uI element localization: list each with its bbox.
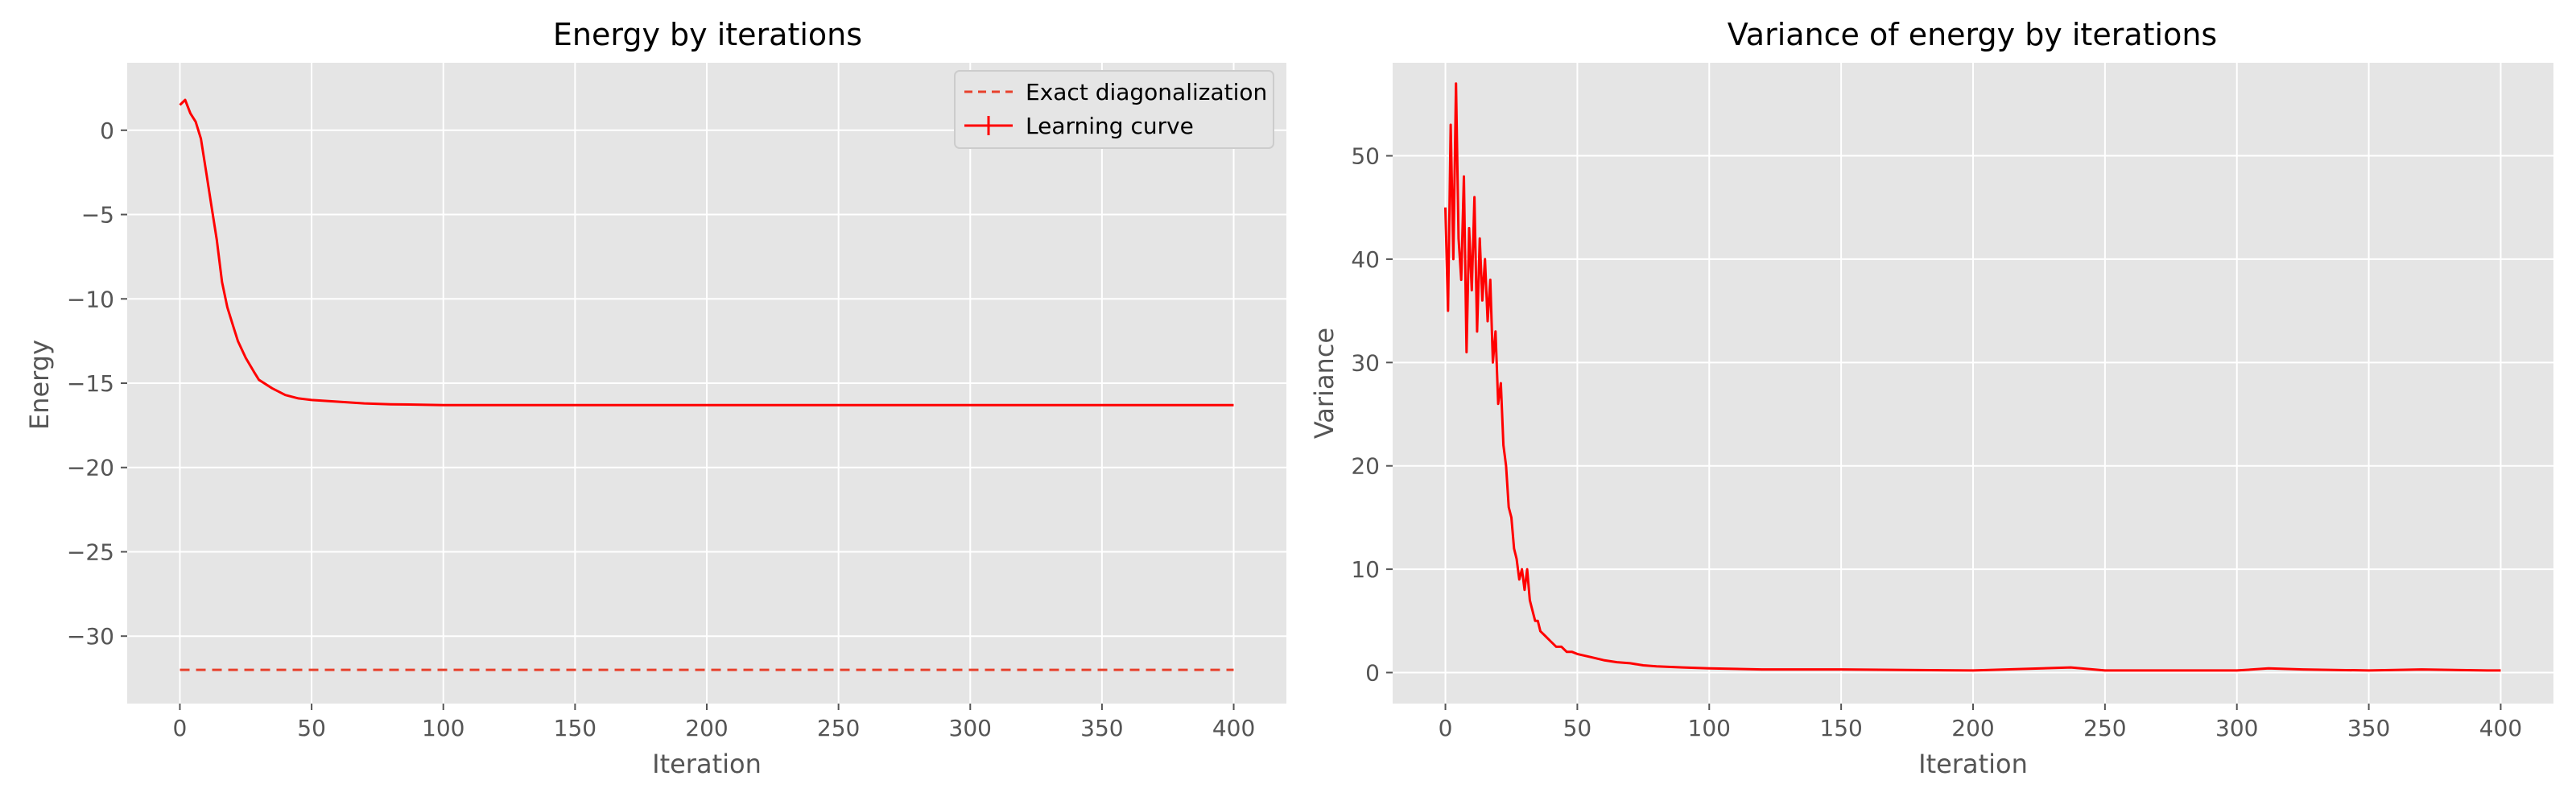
variance-y-axis-label: Variance	[1309, 328, 1340, 439]
energy-x-tick-label: 350	[1080, 715, 1123, 741]
energy-y-tick-label: −25	[67, 539, 114, 565]
variance-y-tick-label: 10	[1351, 556, 1380, 583]
energy-grid	[127, 63, 1286, 704]
energy-y-axis-label: Energy	[24, 340, 55, 430]
variance-y-tick-label: 40	[1351, 246, 1380, 273]
energy-x-ticks: 0 50 100 150 200 250 300 350 400	[173, 704, 1255, 741]
energy-series-layer	[179, 98, 1234, 671]
energy-x-tick-label: 50	[297, 715, 326, 741]
variance-chart-title: Variance of energy by iterations	[1728, 17, 2217, 52]
energy-y-ticks: 0 −5 −10 −15 −20 −25 −30	[67, 118, 127, 650]
variance-chart: Variance of energy by iterations 0 50 100 1…	[1309, 17, 2553, 779]
energy-x-tick-label: 200	[685, 715, 728, 741]
variance-x-tick-label: 100	[1688, 715, 1731, 741]
legend-box	[954, 70, 1274, 149]
energy-series-learning-curve	[179, 98, 1234, 407]
energy-y-tick-label: −15	[67, 370, 114, 397]
variance-grid	[1393, 63, 2553, 704]
energy-x-tick-label: 100	[422, 715, 464, 741]
variance-y-tick-label: 30	[1351, 349, 1380, 376]
energy-x-tick-label: 150	[554, 715, 597, 741]
variance-x-tick-label: 0	[1439, 715, 1453, 741]
variance-x-tick-label: 50	[1563, 715, 1592, 741]
variance-x-tick-label: 300	[2215, 715, 2258, 741]
energy-y-tick-label: 0	[100, 118, 114, 144]
variance-x-axis-label: Iteration	[1918, 749, 2028, 779]
energy-x-tick-label: 0	[173, 715, 188, 741]
energy-y-tick-label: −5	[81, 202, 114, 229]
energy-x-axis-label: Iteration	[652, 749, 762, 779]
variance-x-tick-label: 400	[2479, 715, 2522, 741]
energy-chart-title: Energy by iterations	[553, 17, 862, 52]
variance-series-0	[1444, 82, 2501, 672]
variance-x-tick-label: 250	[2083, 715, 2126, 741]
energy-x-tick-label: 300	[949, 715, 992, 741]
variance-y-tick-label: 50	[1351, 143, 1380, 170]
energy-y-tick-label: −10	[67, 286, 114, 312]
variance-y-tick-label: 20	[1351, 453, 1380, 480]
energy-chart: Energy by iterations 0 50 100 150 200 250 300 3…	[24, 17, 1286, 779]
energy-legend: Exact diagonalization Learning curve	[954, 70, 1274, 149]
variance-y-ticks: 0 10 20 30 40 50	[1351, 143, 1393, 686]
energy-x-tick-label: 250	[817, 715, 860, 741]
variance-x-tick-label: 200	[1951, 715, 1994, 741]
legend-learning-curve-label: Learning curve	[1026, 113, 1194, 139]
variance-y-tick-label: 0	[1365, 659, 1380, 686]
variance-series-layer	[1444, 82, 2501, 672]
variance-x-tick-label: 350	[2347, 715, 2390, 741]
variance-x-tick-label: 150	[1819, 715, 1862, 741]
energy-y-tick-label: −30	[67, 623, 114, 650]
legend-exact-diagonalization-label: Exact diagonalization	[1026, 79, 1267, 105]
energy-y-tick-label: −20	[67, 455, 114, 481]
variance-x-ticks: 0 50 100 150 200 250 300 350 400	[1439, 704, 2522, 741]
energy-x-tick-label: 400	[1212, 715, 1255, 741]
